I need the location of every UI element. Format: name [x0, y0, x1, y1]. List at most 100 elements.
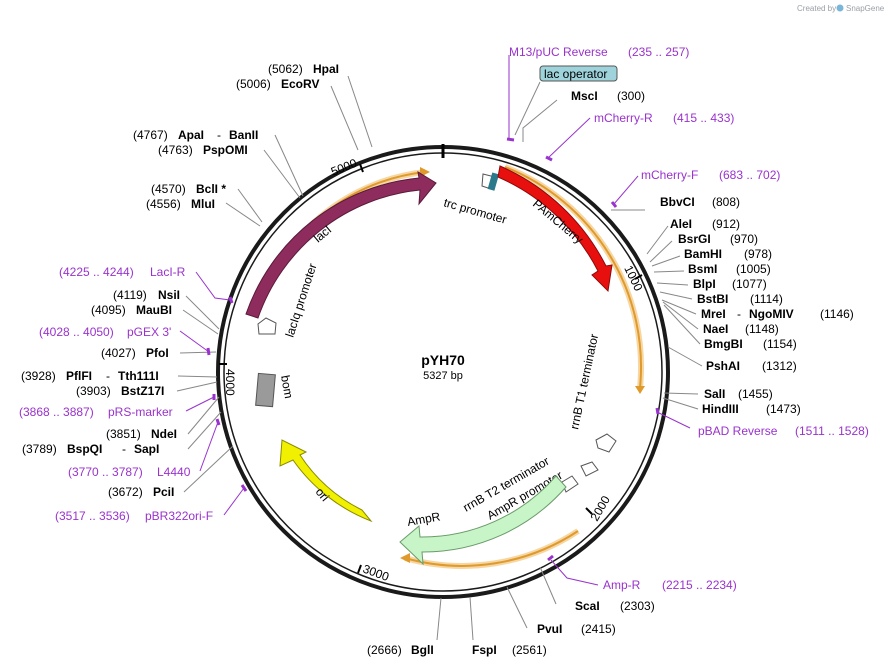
- site-blpi-name[interactable]: BlpI: [693, 277, 716, 291]
- site-fspi-name[interactable]: FspI: [472, 643, 497, 657]
- leader-pgex3: [179, 330, 210, 353]
- primer-marker-pbr322ori-f: [240, 484, 248, 492]
- feature-rrnb-t1-label: rrnB T1 terminator: [567, 333, 601, 431]
- site-pcii-name[interactable]: PciI: [153, 485, 174, 499]
- snapgene-logo-icon: [836, 4, 844, 12]
- site-pshai-name[interactable]: PshAI: [706, 359, 740, 373]
- site-bcli-name[interactable]: BclI *: [196, 182, 226, 196]
- leader-bsmi: [653, 270, 685, 273]
- primer-pgex3-name[interactable]: pGEX 3': [127, 325, 171, 339]
- site-bstz17i-name[interactable]: BstZ17I: [121, 384, 164, 398]
- leader-lines: [176, 75, 703, 641]
- primer-marker-mcherry-f: [610, 201, 618, 208]
- leader-pbad-reverse: [656, 411, 691, 429]
- leader-hpai: [347, 75, 373, 148]
- feature-rrnb-t2-arrow[interactable]: [580, 461, 599, 477]
- site-scai-pos: (2303): [620, 599, 655, 613]
- site-pspomi-name[interactable]: PspOMI: [203, 143, 248, 157]
- feature-pamcherry-arrow[interactable]: [497, 165, 613, 293]
- tick-mark-1000: [634, 274, 643, 280]
- site-pflfi-name[interactable]: PflFI: [66, 369, 92, 383]
- site-bmgbi-name[interactable]: BmgBI: [704, 337, 743, 351]
- site-bamhi-pos: (978): [744, 247, 772, 261]
- feature-laciq-promoter-arrow[interactable]: [257, 317, 277, 335]
- site-sapi-name[interactable]: SapI: [134, 442, 159, 456]
- site-bsmi-name[interactable]: BsmI: [688, 262, 717, 276]
- tick-mark-3000: [357, 564, 362, 574]
- site-banii-name[interactable]: BanII: [229, 128, 258, 142]
- site-hpai-name[interactable]: HpaI: [313, 62, 339, 76]
- site-bgli-name[interactable]: BglI: [411, 643, 434, 657]
- feature-ori-arrow[interactable]: [279, 439, 373, 523]
- leader-prs-marker: [185, 396, 215, 412]
- site-ndei-name[interactable]: NdeI: [151, 427, 177, 441]
- site-apai-name[interactable]: ApaI: [178, 128, 204, 142]
- site-tth111i-name[interactable]: Tth111I: [118, 369, 159, 383]
- primer-pbad-reverse-name[interactable]: pBAD Reverse: [698, 424, 778, 438]
- site-hindiii-name[interactable]: HindIII: [702, 402, 739, 416]
- feature-lac-operator-marker[interactable]: [487, 172, 500, 191]
- tick-label-2000: 2000: [587, 493, 613, 523]
- site-alei-pos: (912): [712, 217, 740, 231]
- site-nsii-name[interactable]: NsiI: [158, 288, 180, 302]
- leader-nsii: [185, 295, 220, 330]
- site-msci-pos: (300): [617, 89, 645, 103]
- site-ecorv-name[interactable]: EcoRV: [281, 77, 319, 91]
- primer-marker-l4440: [215, 418, 221, 426]
- site-msci-name[interactable]: MscI: [571, 89, 598, 103]
- primer-l4440-name[interactable]: L4440: [157, 465, 191, 479]
- feature-lacI-arrow[interactable]: [245, 171, 437, 319]
- site-bspqi-name[interactable]: BspQI: [67, 442, 102, 456]
- site-bamhi-name[interactable]: BamHI: [684, 247, 722, 261]
- site-maubi-name[interactable]: MauBI: [136, 303, 172, 317]
- primer-pbr322ori-f-name[interactable]: pBR322ori-F: [145, 509, 213, 523]
- primer-amp-r-name[interactable]: Amp-R: [603, 578, 641, 592]
- site-bsrgi-name[interactable]: BsrGI: [678, 232, 711, 246]
- site-alei-name[interactable]: AleI: [670, 217, 692, 231]
- primer-laci-r-range: (4225 .. 4244): [59, 265, 134, 279]
- primer-prs-marker-name[interactable]: pRS-marker: [108, 405, 173, 419]
- site-bstbi-name[interactable]: BstBI: [697, 292, 728, 306]
- site-bgli-pos: (2666): [367, 643, 402, 657]
- site-hpai-pos: (5062): [268, 62, 303, 76]
- credit-brand: SnapGene: [846, 4, 885, 13]
- feature-trc-promoter-label: trc promoter: [442, 195, 508, 226]
- feature-ampr-arrow[interactable]: [399, 475, 567, 566]
- site-naei-name[interactable]: NaeI: [703, 322, 728, 336]
- feature-rrnb-t1-arrow[interactable]: [595, 433, 617, 453]
- site-bbvci-pos: (808): [712, 195, 740, 209]
- primer-laci-r-name[interactable]: LacI-R: [150, 265, 186, 279]
- leader-ecorv: [330, 85, 359, 151]
- site-sali-name[interactable]: SalI: [704, 387, 725, 401]
- feature-ampr-promoter-arrow[interactable]: [561, 475, 579, 493]
- primer-m13-puc-reverse-range: (235 .. 257): [628, 45, 689, 59]
- tick-label-5000: 5000: [329, 156, 359, 179]
- lac-operator-box[interactable]: [539, 65, 618, 82]
- site-pspomi-pos: (4763): [158, 143, 193, 157]
- site-mrei-name[interactable]: MreI: [701, 307, 726, 321]
- site-pfoi-name[interactable]: PfoI: [146, 346, 169, 360]
- primer-mcherry-r-name[interactable]: mCherry-R: [594, 111, 653, 125]
- feature-ampr-label: AmpR: [406, 509, 442, 529]
- leader-bstbi: [659, 291, 693, 300]
- orf-pamcherry-arrowhead: [635, 386, 645, 394]
- leader-pshai: [667, 346, 703, 367]
- primer-m13-puc-reverse-name[interactable]: M13/pUC Reverse: [509, 45, 608, 59]
- site-mlui-name[interactable]: MluI: [191, 197, 215, 211]
- primer-mcherry-r-range: (415 .. 433): [673, 111, 734, 125]
- leader-apai: [274, 134, 304, 197]
- site-bbvci-name[interactable]: BbvCI: [660, 195, 695, 209]
- site-scai-name[interactable]: ScaI: [575, 599, 600, 613]
- site-ngomiv-name[interactable]: NgoMIV: [749, 307, 794, 321]
- site-fspi-pos: (2561): [512, 643, 547, 657]
- site-pcii-pos: (3672): [108, 485, 143, 499]
- site-pvui-pos: (2415): [581, 622, 616, 636]
- leader-bamhi: [651, 255, 681, 267]
- site-pvui-name[interactable]: PvuI: [537, 622, 562, 636]
- feature-bom-box[interactable]: [255, 372, 276, 408]
- site-pflfi-dash: -: [106, 369, 110, 383]
- primer-mcherry-f-name[interactable]: mCherry-F: [641, 168, 698, 182]
- leader-pspomi: [263, 149, 301, 199]
- feature-lac-operator-label: lac operator: [544, 67, 607, 81]
